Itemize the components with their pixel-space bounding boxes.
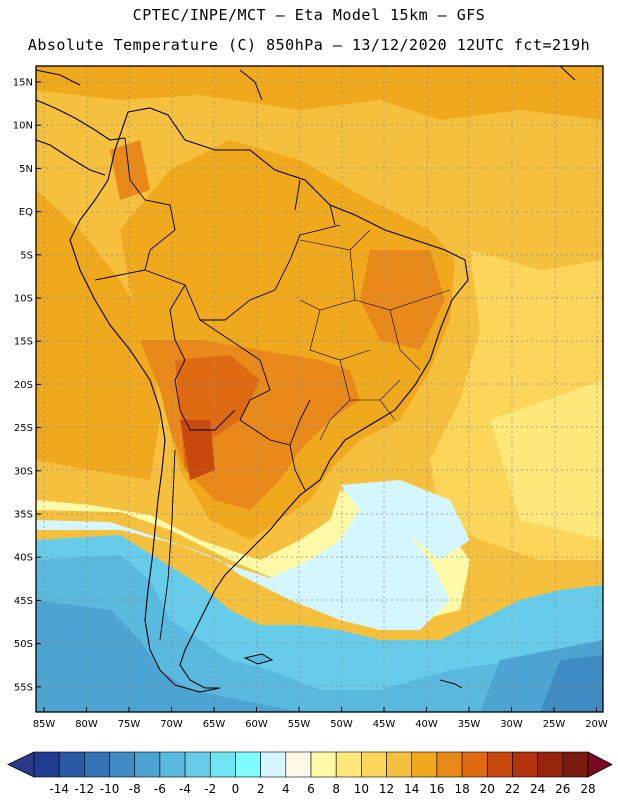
colorbar-swatch bbox=[386, 751, 413, 778]
country-borders bbox=[94, 137, 341, 641]
lat-tick-label: 5N bbox=[19, 164, 33, 175]
lon-tick-label: 50W bbox=[330, 719, 353, 730]
colorbar-label: -6 bbox=[154, 782, 166, 796]
lat-tick-label: 15N bbox=[13, 78, 33, 89]
caribbean-coastline bbox=[36, 66, 576, 101]
colorbar-label: 20 bbox=[480, 782, 495, 796]
colorbar: -14 -12 -10 -8 -6 -4 -2 0 2 4 6 8 10 12 14 16 18 20 22 24 26… bbox=[7, 751, 613, 796]
colorbar-label: 16 bbox=[429, 782, 444, 796]
longitude-axis: 85W 80W 75W 70W 65W 60W 55W 50W 45W 40W 35W 30W 25W 2… bbox=[33, 707, 608, 730]
field-northeast-hot bbox=[360, 250, 445, 350]
colorbar-label: -8 bbox=[129, 782, 141, 796]
colorbar-label: 18 bbox=[454, 782, 469, 796]
lon-tick-label: 45W bbox=[373, 719, 396, 730]
colorbar-under-arrow bbox=[7, 751, 35, 778]
lat-tick-label: 40S bbox=[14, 553, 33, 564]
lat-tick-label: 30S bbox=[14, 466, 33, 477]
lat-tick-label: 50S bbox=[14, 639, 33, 650]
colorbar-label: -4 bbox=[179, 782, 191, 796]
lon-tick-label: 35W bbox=[458, 719, 481, 730]
colorbar-swatch bbox=[109, 751, 136, 778]
colorbar-label: 4 bbox=[282, 782, 290, 796]
map-title-field: Absolute Temperature (C) 850hPa – 13/12/… bbox=[27, 36, 591, 54]
colorbar-swatch bbox=[84, 751, 110, 778]
lat-tick-label: 25S bbox=[14, 423, 33, 434]
colorbar-label: 22 bbox=[505, 782, 520, 796]
south-america-coastline bbox=[69, 107, 469, 693]
colorbar-swatch bbox=[310, 751, 337, 778]
lon-tick-label: 85W bbox=[33, 719, 56, 730]
colorbar-label: 14 bbox=[404, 782, 419, 796]
lat-tick-label: 20S bbox=[14, 380, 33, 391]
colorbar-label: 2 bbox=[257, 782, 265, 796]
field-cool-tongue bbox=[340, 480, 470, 560]
colorbar-swatch bbox=[436, 751, 463, 778]
colorbar-label: 24 bbox=[530, 782, 545, 796]
lat-tick-label: 10N bbox=[13, 121, 33, 132]
field-coldest-southeast bbox=[540, 655, 603, 712]
lon-tick-label: 20W bbox=[585, 719, 608, 730]
colorbar-label: -10 bbox=[100, 782, 120, 796]
colorbar-label: 0 bbox=[232, 782, 240, 796]
falklands-coastline bbox=[243, 653, 274, 665]
lon-tick-label: 40W bbox=[415, 719, 438, 730]
colorbar-swatch bbox=[134, 751, 161, 778]
colorbar-label: 10 bbox=[354, 782, 369, 796]
colorbar-swatch bbox=[411, 751, 438, 778]
colorbar-label: 28 bbox=[580, 782, 595, 796]
lon-tick-label: 70W bbox=[160, 719, 183, 730]
colorbar-swatch bbox=[562, 751, 589, 778]
field-colder-water bbox=[36, 555, 603, 712]
colorbar-over-arrow bbox=[587, 751, 613, 778]
colorbar-label: 12 bbox=[379, 782, 394, 796]
brazil-state-borders bbox=[299, 229, 451, 441]
central-america-coastline bbox=[36, 99, 126, 176]
colorbar-label: -2 bbox=[204, 782, 216, 796]
lon-tick-label: 30W bbox=[500, 719, 523, 730]
colorbar-swatch bbox=[260, 751, 287, 778]
colorbar-swatch bbox=[33, 751, 60, 778]
lat-tick-label: 10S bbox=[14, 294, 33, 305]
colorbar-swatch bbox=[285, 751, 312, 778]
lat-tick-label: EQ bbox=[19, 207, 33, 218]
colorbar-label: 8 bbox=[332, 782, 340, 796]
colorbar-swatch bbox=[361, 751, 387, 778]
field-north-band bbox=[36, 66, 603, 120]
lat-tick-label: 5S bbox=[20, 250, 33, 261]
lat-tick-label: 55S bbox=[14, 682, 33, 693]
latitude-axis: 15N 10N 5N EQ 5S 10S 15S 20S 25S 30S 35S 40S 45S 50S 5… bbox=[13, 78, 41, 693]
south-georgia-coastline bbox=[439, 679, 463, 689]
colorbar-swatch bbox=[335, 751, 362, 778]
colorbar-swatch bbox=[537, 751, 564, 778]
map-title-model: CPTEC/INPE/MCT – Eta Model 15km – GFS bbox=[132, 6, 486, 24]
map-frame bbox=[35, 65, 604, 713]
lon-tick-label: 60W bbox=[245, 719, 268, 730]
lat-tick-label: 15S bbox=[14, 337, 33, 348]
field-andes-hotspot bbox=[180, 420, 215, 480]
field-atlantic-pale bbox=[490, 380, 603, 540]
colorbar-swatch bbox=[58, 751, 85, 778]
colorbar-swatch bbox=[159, 751, 186, 778]
colorbar-swatch bbox=[512, 751, 538, 778]
colorbar-swatch bbox=[486, 751, 513, 778]
lon-tick-label: 55W bbox=[288, 719, 311, 730]
lon-tick-label: 75W bbox=[118, 719, 141, 730]
field-colombia-hot bbox=[110, 140, 150, 200]
colorbar-swatch bbox=[235, 751, 261, 778]
field-cold-southwest bbox=[36, 600, 300, 712]
lon-tick-label: 25W bbox=[543, 719, 566, 730]
colorbar-label: -14 bbox=[49, 782, 69, 796]
colorbar-swatch bbox=[209, 751, 236, 778]
colorbar-label: -12 bbox=[75, 782, 95, 796]
colorbar-label: 26 bbox=[555, 782, 570, 796]
temperature-field bbox=[36, 66, 603, 712]
lon-tick-label: 65W bbox=[203, 719, 226, 730]
lat-tick-label: 35S bbox=[14, 510, 33, 521]
lat-tick-label: 45S bbox=[14, 596, 33, 607]
colorbar-swatch bbox=[184, 751, 211, 778]
lon-tick-label: 80W bbox=[75, 719, 98, 730]
colorbar-label: 6 bbox=[307, 782, 315, 796]
colorbar-swatch bbox=[461, 751, 488, 778]
